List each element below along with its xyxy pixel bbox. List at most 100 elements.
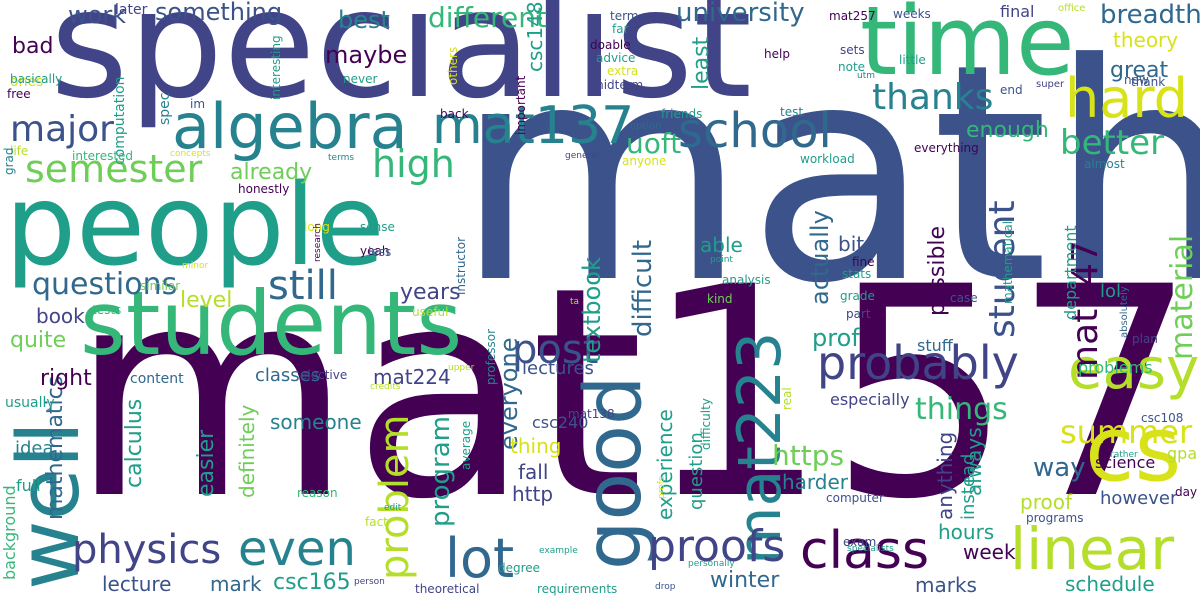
word-math: math: [455, 0, 1200, 349]
word-different: different: [428, 1, 547, 34]
word-point: point: [710, 255, 733, 265]
word-mathematical: mathematical: [1001, 220, 1015, 304]
word-exam: exam: [843, 535, 877, 549]
word-someone: someone: [270, 410, 362, 434]
word-reason: reason: [297, 486, 338, 500]
word-analysis: analysis: [722, 273, 771, 287]
word-edit: edit: [384, 503, 402, 513]
word-utm: utm: [857, 71, 875, 81]
word-full: full: [16, 476, 41, 495]
word-major: major: [10, 109, 114, 150]
word-mat138: mat138: [568, 407, 615, 421]
word-background: background: [0, 485, 19, 580]
word-honestly: honestly: [238, 182, 290, 196]
word-far: far: [612, 22, 629, 36]
word-time: time: [860, 0, 1075, 97]
word-lol: lol: [1100, 281, 1122, 302]
word-office: office: [1058, 3, 1086, 14]
word-schedule: schedule: [1065, 572, 1155, 596]
word-fact: fact: [365, 515, 388, 529]
word-csc240: csc240: [532, 413, 589, 432]
word-cs: cs: [1085, 397, 1182, 502]
word-best: best: [338, 6, 390, 34]
word-part: part: [846, 307, 871, 321]
word-ta: ta: [570, 297, 580, 307]
word-definitely: definitely: [235, 404, 259, 498]
word-program: program: [426, 416, 456, 527]
word-grade: grade: [840, 289, 875, 303]
word-quite: quite: [10, 328, 67, 353]
word-bit: bit: [838, 232, 865, 256]
word-useful: useful: [412, 305, 449, 319]
word-difficult: difficult: [628, 239, 658, 337]
word-questions: questions: [32, 267, 178, 302]
word-mat224: mat224: [373, 365, 451, 389]
word-work: work: [68, 1, 127, 29]
word-level: level: [180, 288, 233, 313]
word-plan: plan: [1132, 332, 1158, 346]
word-students: students: [80, 272, 463, 375]
word-hard: hard: [1065, 67, 1188, 130]
word-gpa: gpa: [1167, 444, 1198, 463]
word-almost: almost: [1084, 157, 1125, 171]
word-rather: rather: [1110, 450, 1138, 460]
word-day: day: [1175, 485, 1198, 499]
word-post: post: [512, 327, 599, 373]
word-concepts: concepts: [170, 149, 211, 159]
word-material: material: [1165, 234, 1200, 360]
word-bad: bad: [12, 34, 54, 59]
word-school: school: [678, 103, 832, 159]
word-final: final: [1000, 2, 1035, 21]
word-thanks: thanks: [872, 77, 994, 118]
word-https: https: [772, 439, 845, 472]
word-everything: everything: [914, 141, 979, 155]
word-absolutely: absolutely: [1119, 286, 1130, 338]
word-least: least: [689, 36, 714, 90]
word-specialists: specialists: [847, 544, 894, 554]
word-life: life: [10, 144, 29, 158]
word-average: average: [459, 420, 473, 470]
word-easy: easy: [1068, 337, 1200, 402]
word-easier: easier: [194, 429, 219, 497]
word-even: even: [238, 521, 356, 577]
word-spec: spec: [157, 92, 173, 126]
word-interested: interested: [72, 149, 134, 163]
word-still: still: [268, 263, 338, 309]
word-fall: fall: [518, 460, 549, 484]
word-years: years: [400, 280, 461, 305]
word-computer: computer: [826, 491, 884, 505]
word-uoft: uoft: [626, 127, 682, 160]
word-enough: enough: [966, 118, 1049, 143]
word-programs: programs: [1026, 511, 1084, 525]
word-semester: semester: [25, 147, 203, 191]
word-extra: extra: [607, 64, 639, 78]
word-especially: especially: [830, 390, 910, 409]
word-http: http: [512, 482, 554, 506]
word-others: others: [446, 46, 460, 85]
word-classes: classes: [255, 365, 321, 386]
word-important: important: [514, 75, 528, 135]
word-advice: advice: [596, 51, 636, 65]
word-people: people: [5, 161, 385, 291]
word-department: department: [1061, 225, 1080, 320]
word-super: super: [1036, 79, 1065, 90]
word-anyone: anyone: [622, 154, 667, 168]
word-things: things: [915, 392, 1008, 427]
word-stuff: stuff: [917, 336, 953, 355]
word-stats: stats: [842, 267, 872, 281]
word-able: able: [700, 233, 743, 257]
word-sense: sense: [360, 220, 395, 234]
word-prof: prof: [812, 324, 860, 352]
word-problem: problem: [372, 414, 418, 580]
word-breadth: breadth: [1100, 0, 1200, 30]
word-drop: drop: [655, 582, 676, 592]
word-instead: instead: [958, 453, 979, 520]
word-elective: elective: [300, 368, 348, 382]
word-upper: upper: [448, 363, 475, 373]
word-however: however: [1100, 488, 1178, 509]
word-csc165: csc165: [273, 570, 351, 595]
word-week: week: [963, 540, 1016, 564]
word-never: never: [343, 72, 378, 86]
word-difficulty: difficulty: [699, 398, 713, 450]
word-something: something: [155, 0, 283, 26]
